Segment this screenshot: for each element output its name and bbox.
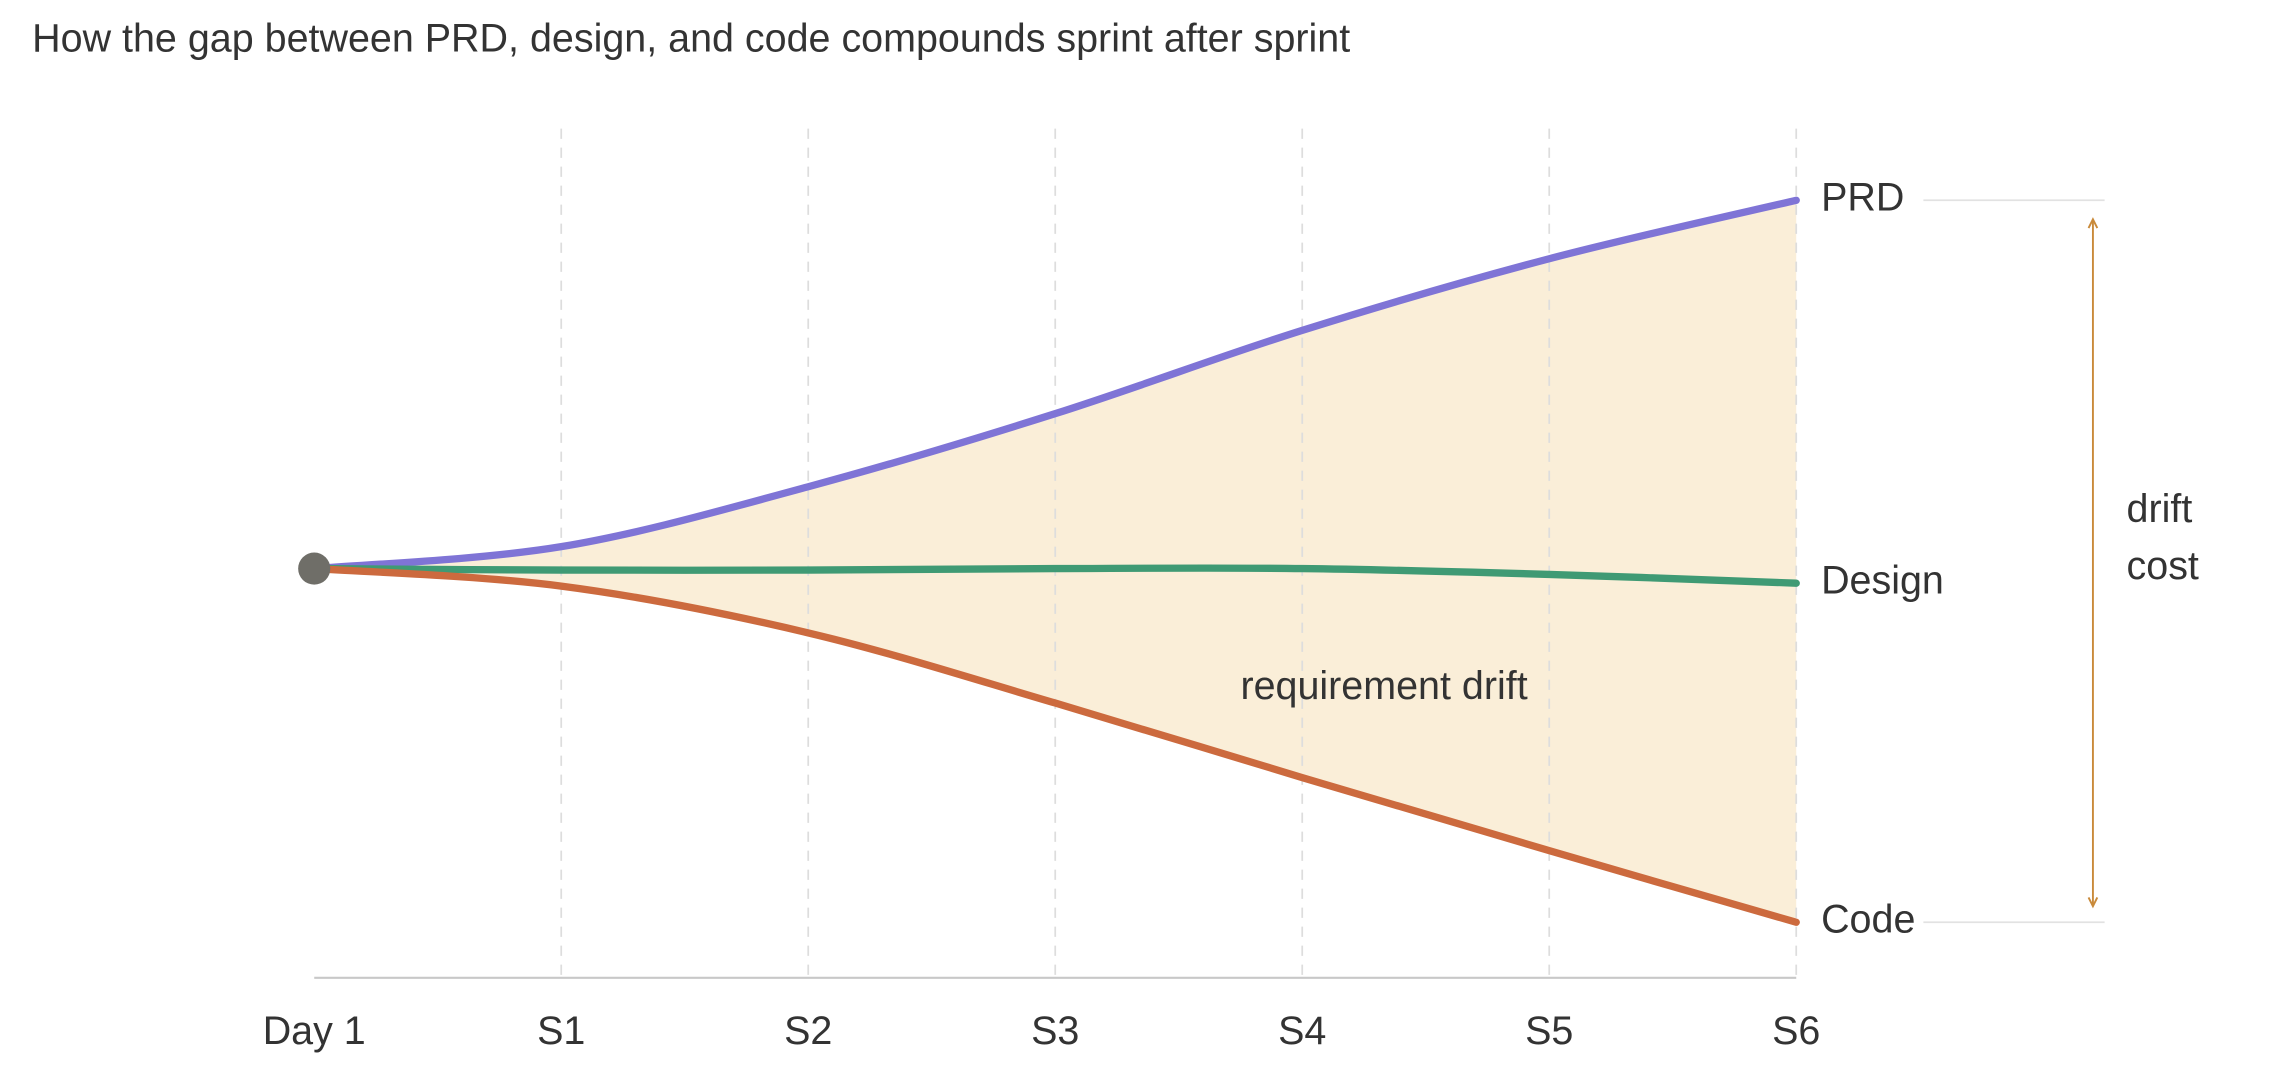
series-label: Design [1821,559,1944,603]
series-line [310,196,1800,573]
series-line [310,564,1800,587]
x-tick-label: S3 [1031,1009,1079,1053]
bracket-label: drift [2127,487,2193,531]
area-label: requirement drift [1240,664,1527,708]
arrow-head [2087,896,2099,909]
x-tick-label: S1 [537,1009,585,1053]
series-line [310,564,1800,926]
x-tick-label: Day 1 [263,1009,366,1053]
arrow-head [2087,217,2099,229]
bracket-label: cost [2127,544,2199,588]
drift-area [314,200,1797,923]
series-label: PRD [1821,176,1904,220]
x-tick-label: S2 [784,1009,832,1053]
x-tick-label: S4 [1278,1009,1326,1053]
x-tick-label: S6 [1772,1009,1820,1053]
start-point [298,552,331,585]
x-tick-label: S5 [1525,1009,1573,1053]
series-label: Code [1821,898,1915,942]
chart-title: How the gap between PRD, design, and cod… [32,16,1350,60]
